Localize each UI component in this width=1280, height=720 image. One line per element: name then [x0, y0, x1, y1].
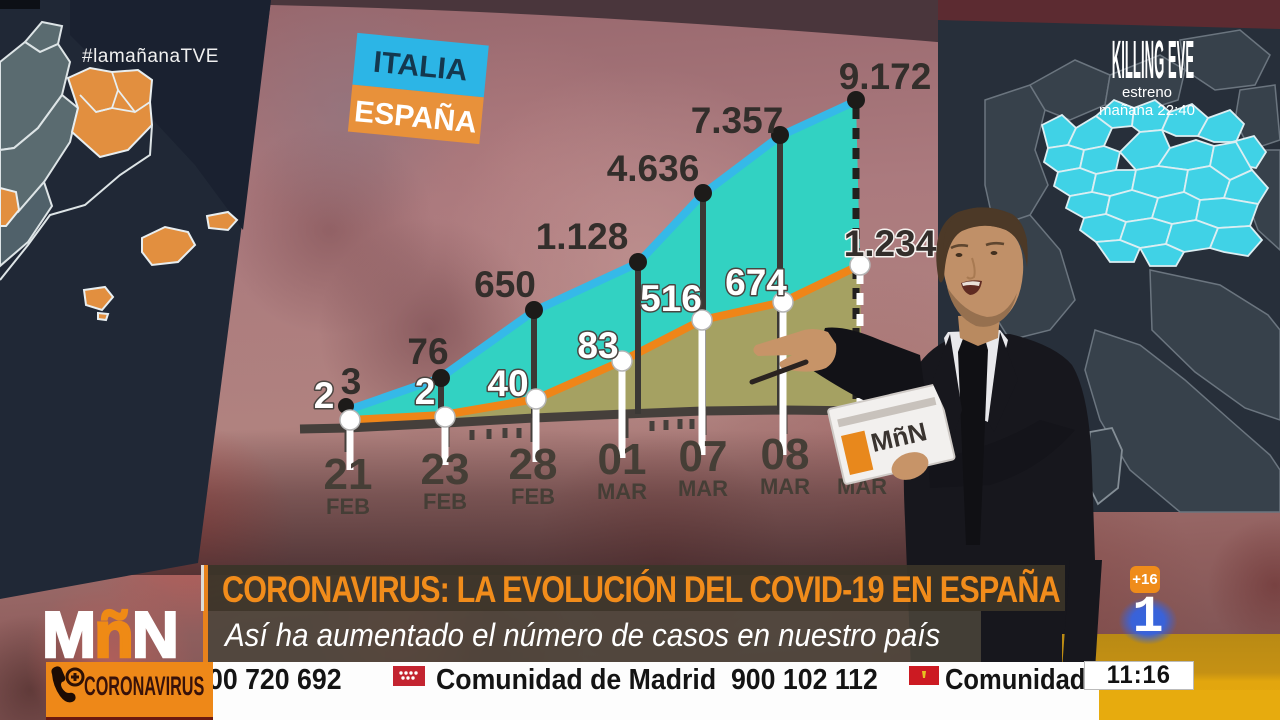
svg-text:1.234: 1.234	[844, 223, 937, 264]
svg-text:01: 01	[598, 435, 647, 484]
svg-text:FEB: FEB	[511, 484, 555, 509]
svg-text:28: 28	[509, 440, 558, 489]
svg-text:40: 40	[487, 363, 528, 404]
svg-text:1.128: 1.128	[536, 216, 629, 257]
svg-text:516: 516	[640, 278, 702, 319]
svg-text:MAR: MAR	[678, 476, 728, 501]
svg-text:FEB: FEB	[423, 489, 467, 514]
svg-text:08: 08	[761, 430, 810, 479]
svg-text:4.636: 4.636	[607, 148, 700, 189]
svg-text:MAR: MAR	[597, 479, 647, 504]
svg-text:07: 07	[679, 432, 728, 481]
svg-text:23: 23	[421, 445, 470, 494]
svg-text:3: 3	[341, 361, 362, 402]
svg-text:FEB: FEB	[326, 494, 370, 519]
svg-text:2: 2	[314, 375, 335, 416]
svg-text:76: 76	[407, 331, 448, 372]
svg-text:674: 674	[725, 262, 787, 303]
svg-text:7.357: 7.357	[691, 100, 784, 141]
svg-text:2: 2	[415, 371, 436, 412]
svg-text:650: 650	[474, 264, 536, 305]
svg-text:9.172: 9.172	[839, 56, 932, 97]
svg-text:83: 83	[577, 325, 618, 366]
svg-text:MAR: MAR	[760, 474, 810, 499]
svg-text:21: 21	[324, 450, 373, 499]
